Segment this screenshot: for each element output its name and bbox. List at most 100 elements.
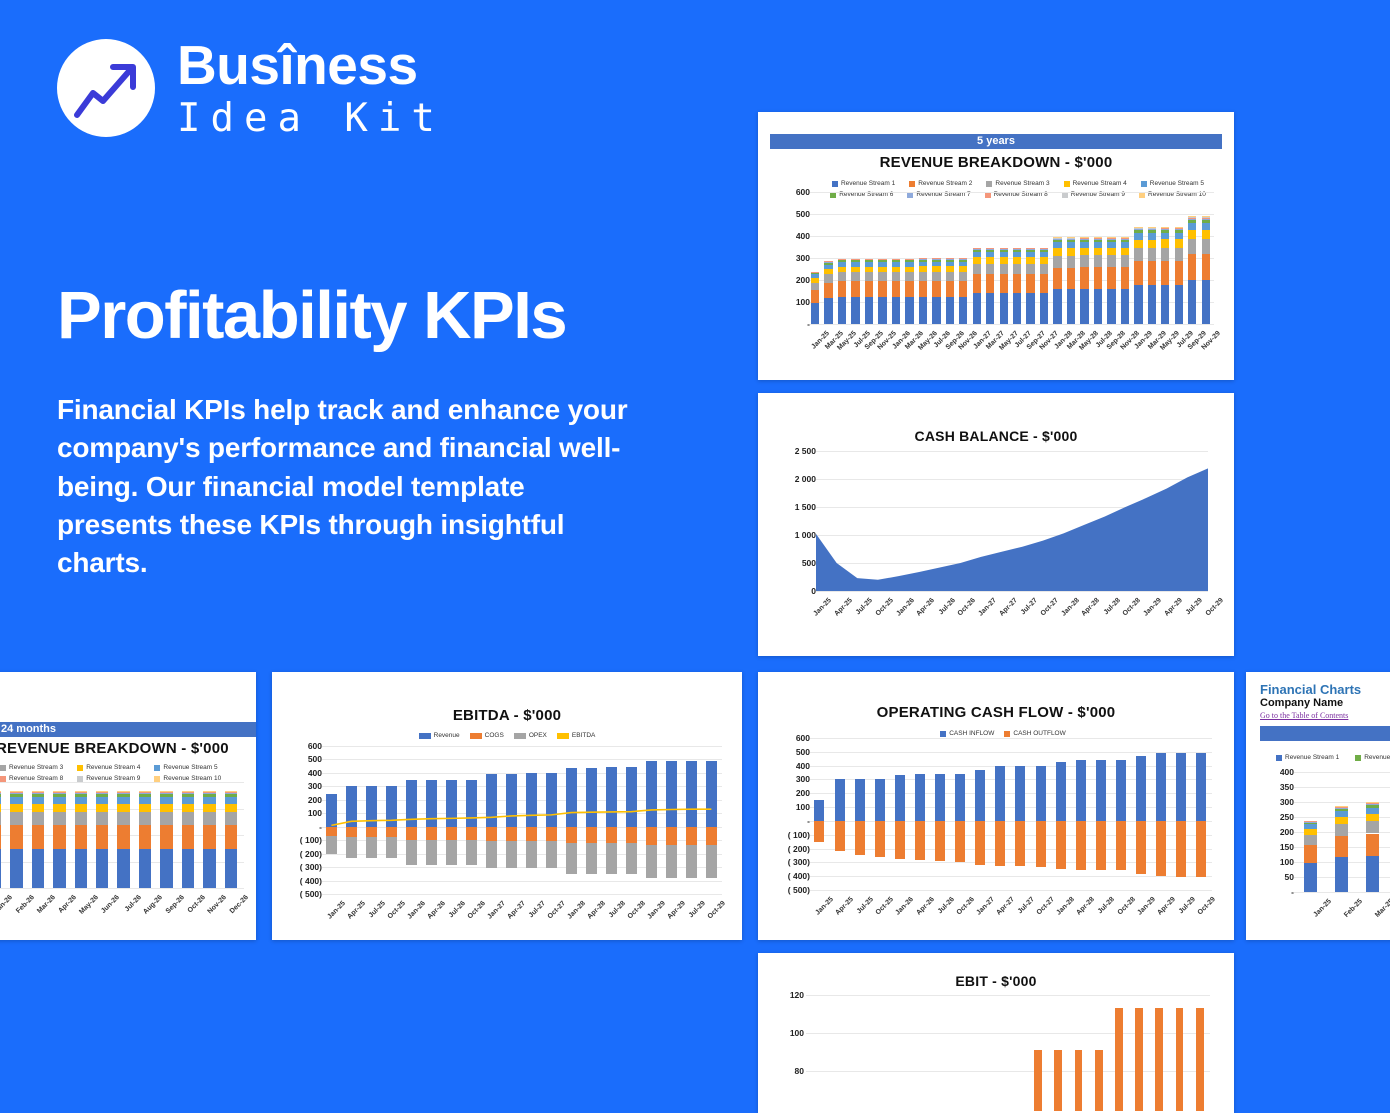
- bar-segment: [1080, 289, 1088, 324]
- bar-segment: [1000, 249, 1008, 250]
- bar-cash-inflow: [1176, 753, 1186, 821]
- bar-segment: [1026, 250, 1034, 252]
- bar-segment: [919, 259, 927, 260]
- bar-segment: [959, 262, 967, 267]
- bar-segment: [1026, 274, 1034, 293]
- gridline: [810, 738, 1212, 739]
- bar-segment: [117, 793, 129, 794]
- bar-segment: [10, 825, 22, 849]
- card-financial-charts-panel[interactable]: Financial Charts Company Name Go to the …: [1246, 672, 1390, 940]
- bar-segment: [117, 849, 129, 888]
- bar-segment: [225, 793, 237, 794]
- bar-segment: [946, 259, 954, 260]
- bar-cash-inflow: [814, 800, 824, 820]
- bar-segment: [139, 792, 151, 793]
- bar-segment: [851, 297, 859, 324]
- y-axis-tick-label: 300: [1264, 798, 1294, 807]
- bar-segment: [824, 269, 832, 274]
- bar-segment: [932, 258, 940, 259]
- bar-segment: [1094, 267, 1102, 288]
- bar-segment: [878, 262, 886, 266]
- bar-segment: [117, 792, 129, 793]
- gridline: [810, 835, 1212, 836]
- gridline: [810, 752, 1212, 753]
- bar-segment: [1202, 219, 1210, 222]
- bar-segment: [905, 260, 913, 262]
- bar-segment: [892, 259, 900, 260]
- bar-segment: [959, 266, 967, 272]
- bar-segment: [1053, 256, 1061, 268]
- bar-segment: [1094, 238, 1102, 239]
- bar-segment: [1080, 238, 1088, 239]
- bar-segment: [1013, 248, 1021, 249]
- bar-segment: [865, 259, 873, 260]
- y-axis-tick-label: 500: [780, 210, 810, 219]
- bar-segment: [1366, 821, 1379, 833]
- y-axis-tick-label: 50: [1264, 873, 1294, 882]
- bar-segment: [0, 793, 1, 794]
- bar-segment: [1175, 248, 1183, 261]
- bar-segment: [946, 260, 954, 262]
- bar-segment: [1080, 239, 1088, 240]
- bar-segment: [1188, 223, 1196, 230]
- bar-segment: [1202, 280, 1210, 324]
- bar-ebit: [1034, 1050, 1042, 1111]
- bar-segment: [878, 272, 886, 281]
- gridline: [810, 862, 1212, 863]
- y-axis-tick-label: 500: [780, 748, 810, 757]
- bar-segment: [1148, 233, 1156, 240]
- bar-segment: [10, 849, 22, 888]
- bar-segment: [1161, 239, 1169, 247]
- card-revenue-breakdown-5y[interactable]: 5 years REVENUE BREAKDOWN - $'000 Revenu…: [758, 112, 1234, 380]
- bar-segment: [225, 797, 237, 804]
- card-revenue-breakdown-24m[interactable]: 24 months REVENUE BREAKDOWN - $'000 Reve…: [0, 672, 256, 940]
- bar-segment: [838, 297, 846, 324]
- bar-segment: [986, 274, 994, 293]
- bar-cash-outflow: [1156, 821, 1166, 876]
- bar-cash-outflow: [1036, 821, 1046, 867]
- bar-segment: [1026, 264, 1034, 274]
- bar-segment: [53, 812, 65, 825]
- bar-segment: [1053, 242, 1061, 248]
- bar-segment: [919, 281, 927, 297]
- bar-segment: [1013, 257, 1021, 264]
- bar-segment: [1094, 248, 1102, 255]
- x-axis-tick-label: Mar-25: [1367, 898, 1390, 926]
- bar-segment: [851, 272, 859, 281]
- bar-cash-inflow: [1036, 766, 1046, 821]
- bar-segment: [1175, 285, 1183, 324]
- bar-segment: [1053, 240, 1061, 243]
- bar-segment: [1026, 252, 1034, 257]
- bar-segment: [1121, 242, 1129, 248]
- bar-segment: [1335, 808, 1348, 809]
- bar-ebit: [1135, 1008, 1143, 1111]
- y-axis-tick-label: 300: [780, 775, 810, 784]
- bar-segment: [1067, 239, 1075, 240]
- bar-segment: [1175, 261, 1183, 285]
- bar-segment: [905, 267, 913, 273]
- bar-segment: [203, 804, 215, 812]
- bar-segment: [160, 804, 172, 812]
- bar-segment: [1107, 267, 1115, 288]
- bar-segment: [1094, 239, 1102, 242]
- bar-segment: [1040, 264, 1048, 274]
- bar-segment: [986, 293, 994, 324]
- bar-segment: [1026, 257, 1034, 264]
- bar-segment: [1188, 239, 1196, 254]
- bar-cash-outflow: [855, 821, 865, 856]
- bar-segment: [1026, 248, 1034, 249]
- gridline: [810, 793, 1212, 794]
- bar-segment: [1202, 230, 1210, 239]
- bar-segment: [1161, 228, 1169, 229]
- bar-segment: [1148, 240, 1156, 248]
- bar-segment: [182, 797, 194, 804]
- bar-segment: [919, 297, 927, 324]
- bar-segment: [932, 262, 940, 267]
- bar-segment: [824, 274, 832, 283]
